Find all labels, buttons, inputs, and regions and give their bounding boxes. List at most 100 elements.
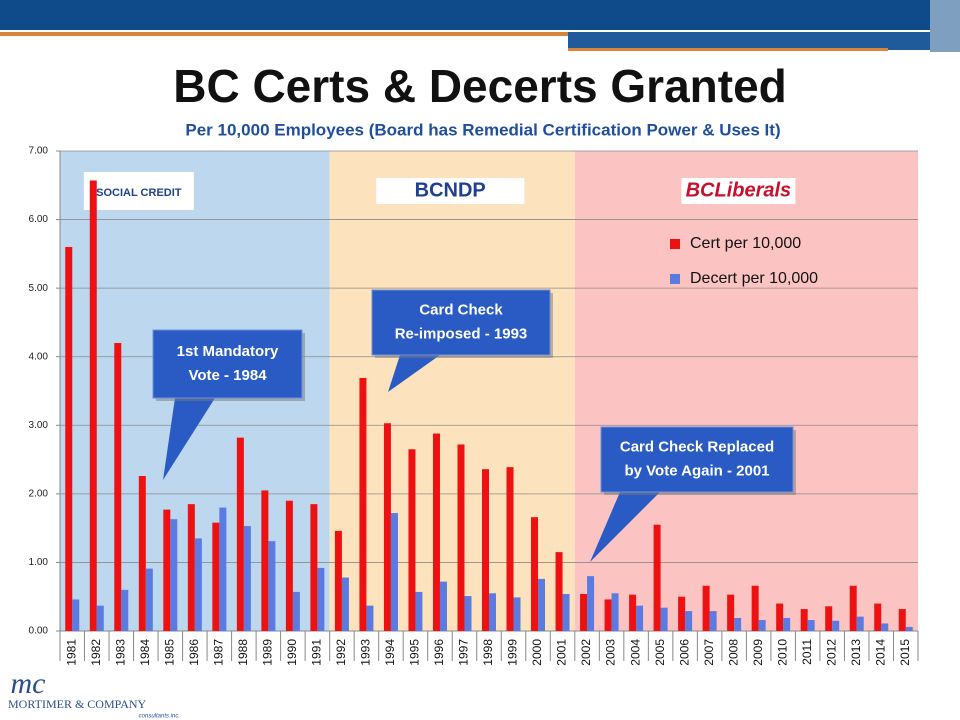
region-logo: BCNDP [415, 179, 486, 201]
header-band [0, 0, 960, 30]
bar [506, 467, 514, 631]
y-tick-label: 3.00 [29, 420, 49, 431]
bar [334, 530, 342, 631]
region-logo-box [83, 172, 194, 210]
bar [341, 577, 349, 631]
legend-label: Cert per 10,000 [690, 235, 801, 252]
bar [268, 541, 276, 631]
y-tick-label: 1.00 [29, 557, 49, 568]
bar [219, 507, 227, 631]
bar [390, 513, 398, 631]
bar [65, 247, 73, 631]
x-tick-label: 2000 [530, 639, 544, 666]
x-tick-label: 1983 [113, 639, 127, 666]
x-tick-label: 1989 [261, 639, 275, 666]
x-tick-label: 1984 [138, 639, 152, 666]
bar [72, 599, 80, 631]
bar [783, 617, 791, 631]
x-tick-label: 1988 [236, 639, 250, 666]
x-tick-label: 2015 [898, 639, 912, 666]
bar [653, 524, 661, 631]
bar [292, 591, 300, 631]
y-tick-label: 7.00 [29, 146, 49, 157]
legend-swatch [670, 239, 680, 249]
x-tick-label: 1993 [359, 639, 373, 666]
bar [555, 552, 563, 631]
x-tick-label: 1981 [64, 639, 78, 666]
bar [89, 180, 97, 631]
x-tick-label: 1992 [334, 639, 348, 666]
bar [482, 469, 489, 631]
region-background [574, 151, 918, 631]
bar [660, 607, 668, 631]
bar [898, 609, 906, 631]
y-tick-label: 6.00 [29, 214, 49, 225]
y-tick-label: 2.00 [29, 488, 49, 499]
x-tick-label: 2013 [849, 639, 863, 666]
y-tick-label: 5.00 [29, 283, 49, 294]
bar [415, 591, 423, 631]
x-tick-label: 1987 [212, 639, 226, 666]
callout-text: Card Check [419, 301, 503, 318]
x-tick-label: 2003 [604, 639, 618, 666]
bar [734, 617, 742, 631]
header-corner [930, 0, 960, 52]
chart-title: BC Certs & Decerts Granted [173, 60, 787, 112]
callout-text: 1st Mandatory [177, 343, 279, 360]
region-logo-box [681, 178, 796, 204]
bar [383, 423, 391, 631]
bar [881, 623, 889, 631]
callout-box [600, 426, 794, 493]
bar [636, 605, 644, 631]
bar [96, 605, 104, 631]
legend-swatch [670, 274, 680, 284]
callout-box [152, 329, 303, 399]
bar [432, 433, 440, 631]
bar [856, 616, 864, 631]
x-tick-label: 1982 [89, 639, 103, 666]
region-logo: SOCIAL CREDIT [96, 187, 182, 199]
x-tick-label: 2011 [800, 639, 814, 665]
x-tick-label: 2014 [873, 639, 887, 666]
header-stripe [568, 32, 930, 50]
callout-text: by Vote Again - 2001 [624, 462, 769, 479]
bar [121, 589, 129, 631]
callout-tail [388, 355, 440, 392]
bar [408, 449, 416, 631]
bar [727, 594, 735, 631]
y-tick-label: 0.00 [29, 626, 49, 637]
bar [243, 526, 251, 631]
bar [145, 568, 153, 631]
header-stripe [0, 32, 568, 36]
bar [702, 585, 710, 631]
bar [538, 578, 546, 631]
region-logo: BCLiberals [686, 179, 792, 201]
bar [138, 476, 146, 631]
bar [439, 581, 447, 631]
x-tick-label: 2006 [677, 639, 691, 666]
bar [464, 596, 472, 631]
bar [580, 593, 588, 631]
bar [849, 585, 857, 631]
x-tick-label: 1994 [383, 639, 397, 666]
x-tick-label: 2008 [726, 639, 740, 666]
x-tick-label: 1996 [432, 639, 446, 666]
x-tick-label: 1997 [457, 639, 471, 666]
callout-tail [590, 492, 660, 562]
region-logo-box [376, 178, 525, 204]
bar [800, 609, 808, 631]
bar [825, 606, 833, 631]
x-tick-label: 2007 [702, 639, 716, 666]
x-tick-label: 2009 [751, 639, 765, 666]
bar [531, 517, 539, 631]
bar [758, 620, 766, 631]
bar [776, 603, 784, 631]
bar [187, 504, 195, 631]
x-tick-label: 1990 [285, 639, 299, 666]
bar [709, 611, 717, 631]
bar [366, 605, 374, 631]
bar [629, 594, 637, 631]
x-tick-label: 1995 [408, 639, 422, 666]
x-tick-label: 1991 [310, 639, 324, 666]
